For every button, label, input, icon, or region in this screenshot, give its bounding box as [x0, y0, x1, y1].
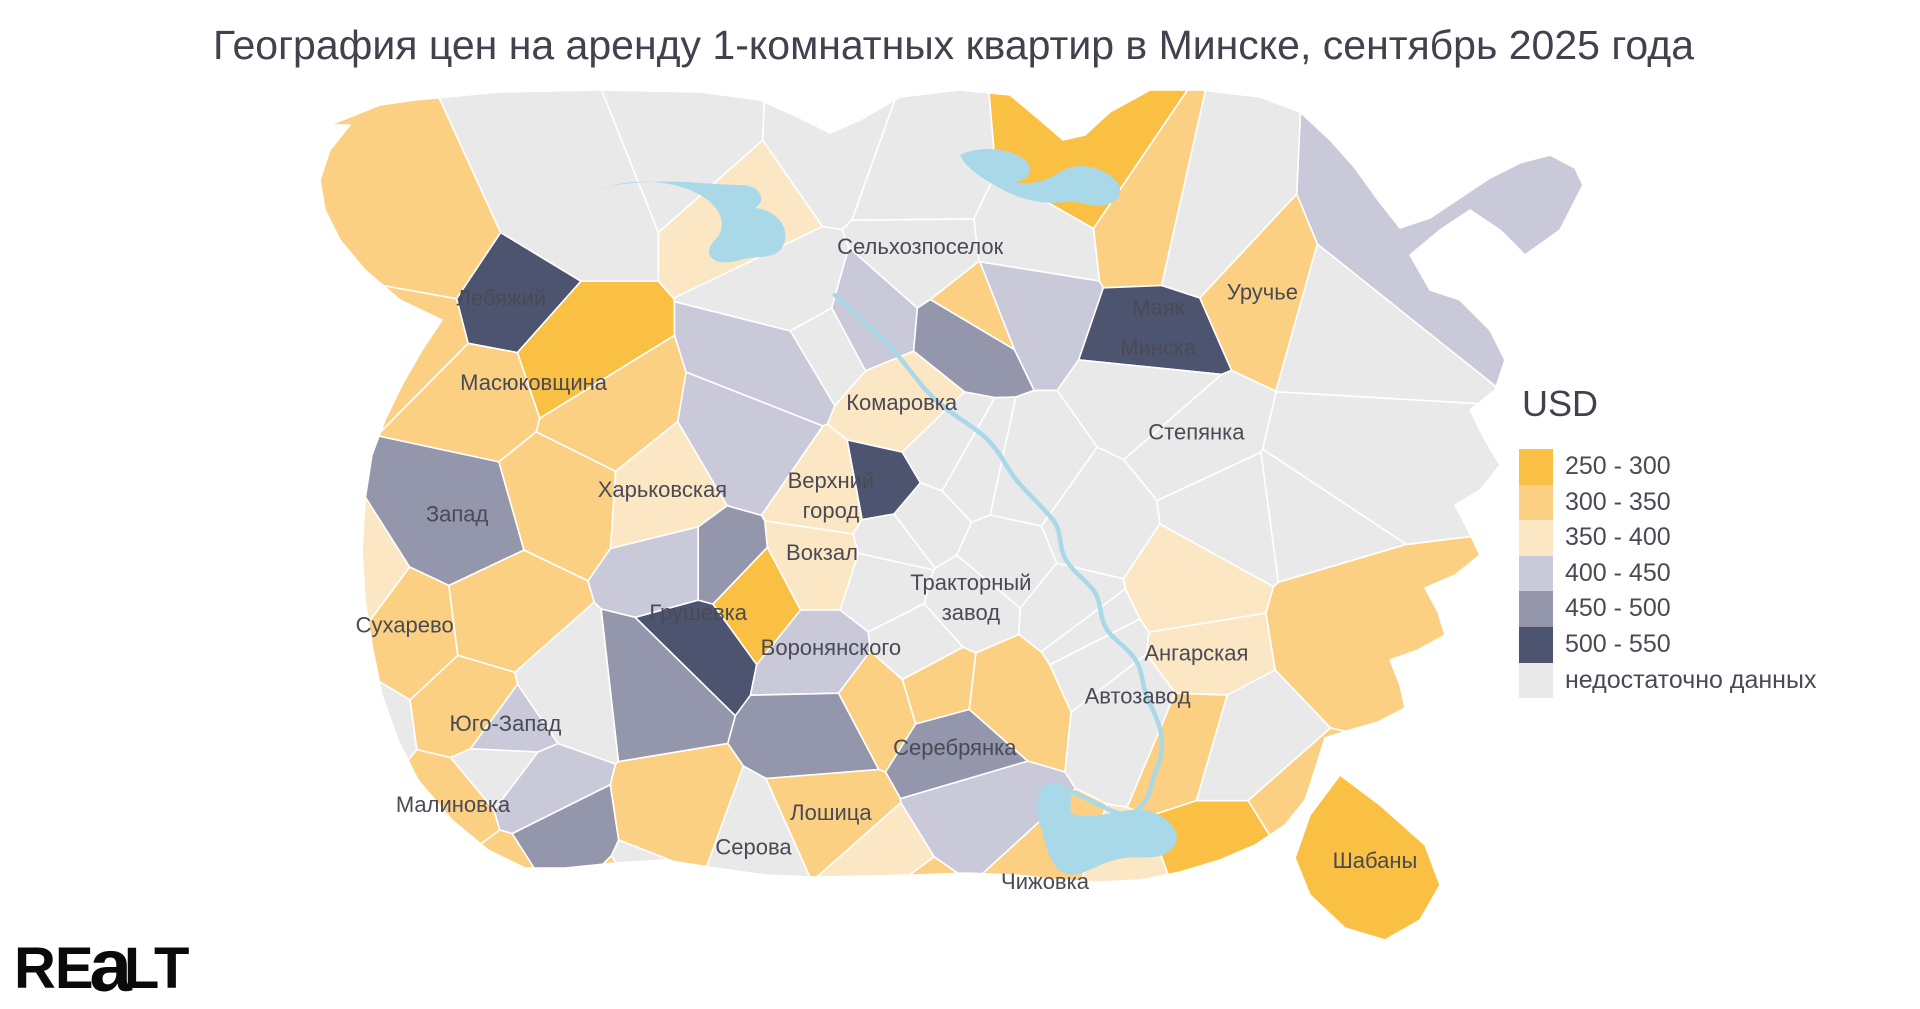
svg-text:Юго-Запад: Юго-Запад: [449, 711, 561, 736]
svg-text:Масюковщина: Масюковщина: [460, 370, 608, 395]
svg-text:Воронянского: Воронянского: [761, 635, 901, 660]
svg-text:Лошица: Лошица: [790, 800, 872, 825]
svg-text:Серова: Серова: [715, 835, 792, 860]
svg-text:Малиновка: Малиновка: [396, 792, 511, 817]
svg-text:город: город: [803, 498, 860, 523]
svg-text:Маяк: Маяк: [1132, 295, 1185, 320]
svg-text:Уручье: Уручье: [1227, 279, 1298, 304]
svg-text:Вокзал: Вокзал: [786, 540, 858, 565]
svg-text:Серебрянка: Серебрянка: [893, 735, 1017, 760]
svg-text:Харьковская: Харьковская: [598, 477, 727, 502]
svg-text:Минска: Минска: [1120, 335, 1197, 360]
svg-text:Шабаны: Шабаны: [1333, 848, 1418, 873]
svg-text:Сухарево: Сухарево: [356, 613, 454, 638]
svg-text:Тракторный: Тракторный: [910, 570, 1031, 595]
svg-text:Степянка: Степянка: [1148, 420, 1245, 445]
svg-text:Лебяжий: Лебяжий: [457, 286, 547, 311]
svg-text:завод: завод: [942, 600, 1001, 625]
svg-text:Автозавод: Автозавод: [1085, 684, 1191, 709]
svg-text:Верхний: Верхний: [788, 468, 875, 493]
svg-text:Грушевка: Грушевка: [649, 600, 747, 625]
svg-text:Запад: Запад: [426, 502, 489, 527]
svg-text:Ангарская: Ангарская: [1144, 641, 1248, 666]
svg-text:Чижовка: Чижовка: [1001, 869, 1090, 894]
svg-text:Сельхозпоселок: Сельхозпоселок: [837, 234, 1003, 259]
svg-text:Комаровка: Комаровка: [846, 390, 958, 415]
